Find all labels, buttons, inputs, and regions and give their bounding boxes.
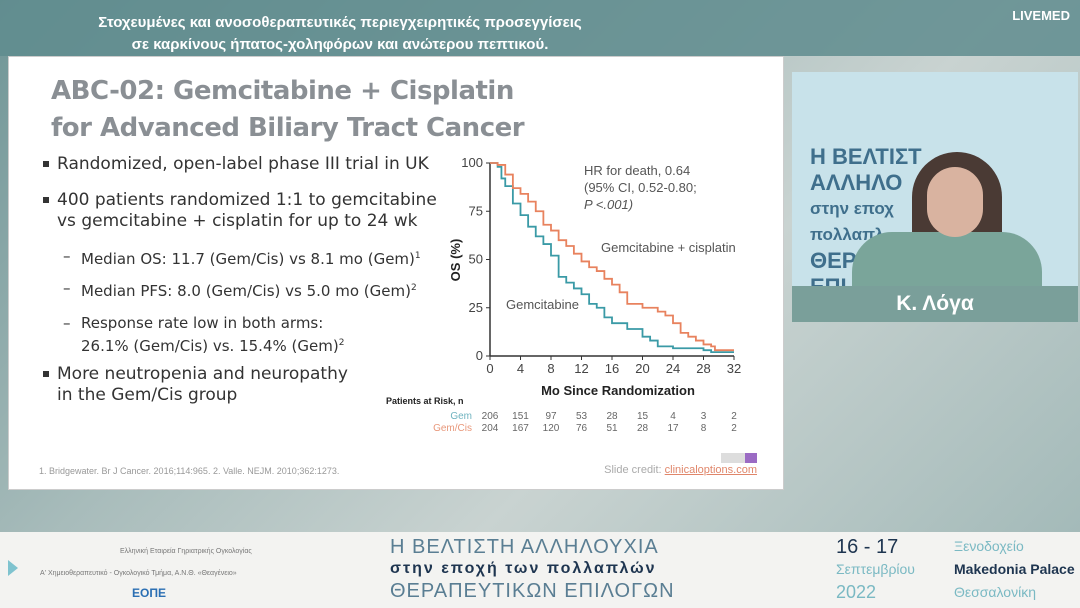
sub-bullet: Median OS: 11.7 (Gem/Cis) vs 8.1 mo (Gem… xyxy=(63,246,421,269)
sub-text: Median PFS: 8.0 (Gem/Cis) vs 5.0 mo (Gem… xyxy=(81,282,411,300)
bullet-line: 400 patients randomized 1:1 to gemcitabi… xyxy=(57,190,437,210)
x-tick-label: 12 xyxy=(574,361,588,376)
top-banner: Στοχευμένες και ανοσοθεραπευτικές περιεγ… xyxy=(0,0,1080,56)
risk-value: 76 xyxy=(576,423,588,434)
x-tick-label: 0 xyxy=(486,361,493,376)
risk-value: 17 xyxy=(667,423,679,434)
x-tick-label: 28 xyxy=(696,361,710,376)
risk-value: 51 xyxy=(606,423,618,434)
slide-title-line-2: for Advanced Biliary Tract Cancer xyxy=(51,113,525,143)
bullet-line: in the Gem/Cis group xyxy=(57,385,238,405)
sub-bullet: Response rate low in both arms: 26.1% (Ge… xyxy=(63,313,345,356)
venue-city: Θεσσαλονίκη xyxy=(954,584,1036,600)
speaker-body xyxy=(852,232,1042,292)
risk-value: 151 xyxy=(512,411,529,422)
backdrop-line: Η ΒΕΛΤΙΣΤ xyxy=(810,144,922,169)
footnote: 1. Bridgewater. Br J Cancer. 2016;114:96… xyxy=(39,466,340,476)
y-tick-label: 0 xyxy=(476,348,483,363)
brand-logo: LIVEMED xyxy=(1012,8,1070,23)
sub-text: Median OS: 11.7 (Gem/Cis) vs 8.1 mo (Gem… xyxy=(81,250,415,268)
risk-value: 204 xyxy=(482,423,499,434)
km-curve-gemcis xyxy=(490,162,734,352)
risk-value: 8 xyxy=(701,423,707,434)
x-tick-label: 32 xyxy=(727,361,741,376)
risk-value: 206 xyxy=(482,411,499,422)
banner-line-3: ΘΕΡΑΠΕΥΤΙΚΩΝ ΕΠΙΛΟΓΩΝ xyxy=(390,580,675,602)
y-tick-label: 100 xyxy=(461,155,483,170)
risk-value: 28 xyxy=(637,423,649,434)
organizer: Ελληνική Εταιρεία Γηριατρικής Ογκολογίας xyxy=(120,548,252,555)
risk-row-label: Gem/Cis xyxy=(433,423,472,434)
y-tick-label: 25 xyxy=(469,300,483,315)
x-tick-label: 24 xyxy=(666,361,680,376)
event-year: 2022 xyxy=(836,582,877,602)
title-line-1: Στοχευμένες και ανοσοθεραπευτικές περιεγ… xyxy=(98,14,582,31)
slide-title: ABC-02: Gemcitabine + Cisplatin for Advan… xyxy=(51,73,525,147)
bottom-banner: Ελληνική Εταιρεία Γηριατρικής Ογκολογίας… xyxy=(0,532,1080,608)
speaker-face xyxy=(927,167,983,237)
venue-name: Makedonia Palace xyxy=(954,561,1075,577)
risk-value: 28 xyxy=(606,411,618,422)
bullet: More neutropenia and neuropathy in the Ge… xyxy=(43,364,348,406)
bullet-line: vs gemcitabine + cisplatin for up to 24 … xyxy=(57,211,418,231)
credit-link[interactable]: clinicaloptions.com xyxy=(664,464,757,476)
risk-value: 2 xyxy=(731,411,737,422)
backdrop-line: ΑΛΛΗΛΟ xyxy=(810,170,903,195)
risk-value: 167 xyxy=(512,423,529,434)
y-tick-label: 75 xyxy=(469,203,483,218)
risk-value: 2 xyxy=(731,423,737,434)
event-month: Σεπτεμβρίου xyxy=(836,561,915,577)
x-tick-label: 4 xyxy=(517,361,524,376)
credit-label: Slide credit: xyxy=(604,464,665,476)
speaker-video: Η ΒΕΛΤΙΣΤ ΑΛΛΗΛΟ στην εποχ πολλαπλ ΘΕΡΑ … xyxy=(792,72,1078,322)
sub-bullet: Median PFS: 8.0 (Gem/Cis) vs 5.0 mo (Gem… xyxy=(63,278,417,301)
risk-row-label: Gem xyxy=(450,411,472,422)
series-label-gem: Gemcitabine xyxy=(506,297,579,312)
risk-value: 97 xyxy=(545,411,557,422)
x-axis-label: Mo Since Randomization xyxy=(541,383,695,398)
collaborator: Α' Χημειοθεραπευτικό - Ογκολογικό Τμήμα,… xyxy=(40,570,237,577)
risk-value: 15 xyxy=(637,411,649,422)
presentation-slide: ABC-02: Gemcitabine + Cisplatin for Advan… xyxy=(8,56,784,490)
km-curve-gem xyxy=(490,162,734,354)
risk-value: 120 xyxy=(543,423,560,434)
ref: 1 xyxy=(414,251,421,261)
eope-logo: ΕΟΠΕ xyxy=(132,586,167,600)
risk-value: 53 xyxy=(576,411,588,422)
y-axis-label: OS (%) xyxy=(448,239,463,282)
venue-line: Ξενοδοχείο xyxy=(954,538,1024,554)
cco-logo xyxy=(721,453,757,463)
bullet: 400 patients randomized 1:1 to gemcitabi… xyxy=(43,190,437,232)
x-tick-label: 20 xyxy=(635,361,649,376)
hr-annotation: P <.001) xyxy=(584,197,633,212)
backdrop-line: στην εποχ xyxy=(810,199,894,218)
x-tick-label: 16 xyxy=(605,361,619,376)
risk-value: 4 xyxy=(670,411,676,422)
play-icon xyxy=(8,560,18,576)
bullet: Randomized, open-label phase III trial i… xyxy=(43,154,429,174)
session-title: Στοχευμένες και ανοσοθεραπευτικές περιεγ… xyxy=(60,12,620,56)
series-label-gemcis: Gemcitabine + cisplatin xyxy=(601,240,736,255)
backdrop-line: πολλαπλ xyxy=(810,225,884,244)
bullet-line: More neutropenia and neuropathy xyxy=(57,364,348,384)
y-tick-label: 50 xyxy=(469,252,483,267)
slide-credit: Slide credit: clinicaloptions.com xyxy=(604,464,757,476)
sub-text: Response rate low in both arms: xyxy=(81,314,324,332)
risk-value: 3 xyxy=(701,411,707,422)
sub-text: 26.1% (Gem/Cis) vs. 15.4% (Gem) xyxy=(81,337,339,355)
ref: 2 xyxy=(338,338,345,348)
slide-title-line-1: ABC-02: Gemcitabine + Cisplatin xyxy=(51,76,514,106)
speaker-name: Κ. Λόγα xyxy=(792,286,1078,322)
hr-annotation: HR for death, 0.64 xyxy=(584,163,690,178)
banner-line-1: Η ΒΕΛΤΙΣΤΗ ΑΛΛΗΛΟΥΧΙΑ xyxy=(390,536,659,558)
banner-line-2: στην εποχή των πολλαπλών xyxy=(390,560,657,577)
event-days: 16 - 17 xyxy=(836,536,899,558)
ref: 2 xyxy=(410,283,417,293)
x-tick-label: 8 xyxy=(547,361,554,376)
hr-annotation: (95% CI, 0.52-0.80; xyxy=(584,180,697,195)
title-line-2: σε καρκίνους ήπατος-χοληφόρων και ανώτερ… xyxy=(131,36,549,53)
risk-table-title: Patients at Risk, n xyxy=(386,396,464,406)
